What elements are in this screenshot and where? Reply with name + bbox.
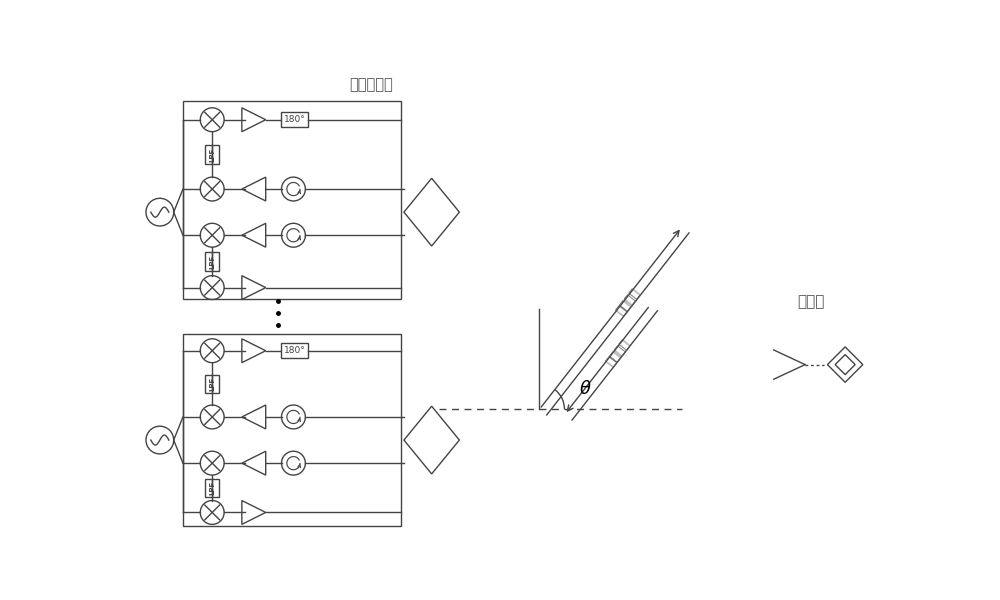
Text: LPF: LPF	[209, 254, 215, 269]
Bar	[183, 101, 401, 299]
Text: 接收端: 接收端	[797, 294, 824, 309]
Text: θ: θ	[579, 380, 590, 398]
Text: 发射波束: 发射波束	[614, 286, 643, 317]
Bar	[281, 112, 308, 127]
Bar	[205, 374, 219, 393]
Bar	[205, 479, 219, 497]
Text: LPF: LPF	[209, 377, 215, 391]
Bar	[205, 252, 219, 271]
Text: 导引信号: 导引信号	[604, 337, 633, 368]
Text: 双极化天线: 双极化天线	[349, 77, 393, 92]
Text: 180°: 180°	[284, 115, 305, 124]
Text: 180°: 180°	[284, 346, 305, 355]
Text: LPF: LPF	[209, 481, 215, 495]
Bar	[183, 334, 401, 526]
Bar	[281, 343, 308, 358]
Bar	[205, 145, 219, 164]
Text: LPF: LPF	[209, 147, 215, 161]
